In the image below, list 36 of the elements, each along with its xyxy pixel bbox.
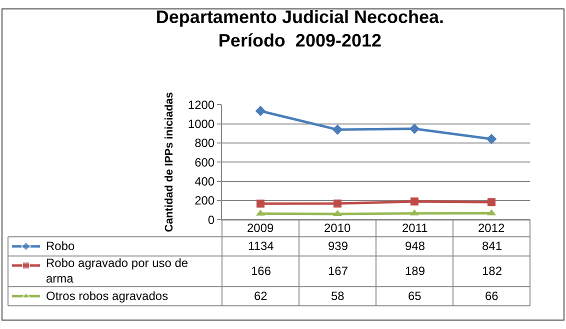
y-tick-label: 0 (208, 212, 215, 227)
point (256, 200, 264, 208)
data-label: 167 (328, 264, 348, 278)
data-label: 182 (482, 264, 502, 278)
y-tick-label: 1000 (188, 117, 215, 132)
x-tick-label: 2012 (478, 221, 506, 235)
x-tick-label: 2010 (324, 221, 352, 235)
data-label: 841 (482, 239, 502, 253)
legend-label: Robo (46, 239, 76, 253)
legend-label: Otros robos agravados (46, 289, 168, 303)
y-tick-label: 600 (194, 155, 215, 170)
point (409, 124, 420, 134)
y-tick-label: 400 (194, 174, 215, 188)
y-tick-label: 1200 (188, 98, 215, 112)
data-label: 948 (405, 239, 426, 253)
point (486, 134, 497, 144)
y-tick-label: 200 (194, 194, 215, 208)
point (332, 124, 343, 135)
y-axis-title: Cantidad de IPPs iniciadas (164, 92, 176, 232)
data-label: 66 (485, 289, 499, 303)
data-label: 166 (251, 264, 272, 278)
point (488, 198, 496, 206)
point (410, 197, 418, 206)
x-tick-label: 2009 (247, 221, 274, 235)
data-label: 65 (408, 289, 422, 303)
data-label: 58 (331, 289, 345, 303)
data-label: 939 (328, 239, 348, 253)
x-tick-label: 2011 (402, 221, 428, 235)
data-label: 62 (254, 289, 268, 303)
data-label: 189 (405, 264, 426, 278)
chart-title: Departamento Judicial Necochea. Período 2009-2012 (156, 7, 444, 50)
y-tick-label: 800 (194, 136, 215, 150)
point (255, 106, 266, 116)
legend-label: Robo agravado por uso de arma (46, 256, 188, 286)
data-label: 1134 (248, 239, 274, 253)
point (334, 200, 342, 208)
